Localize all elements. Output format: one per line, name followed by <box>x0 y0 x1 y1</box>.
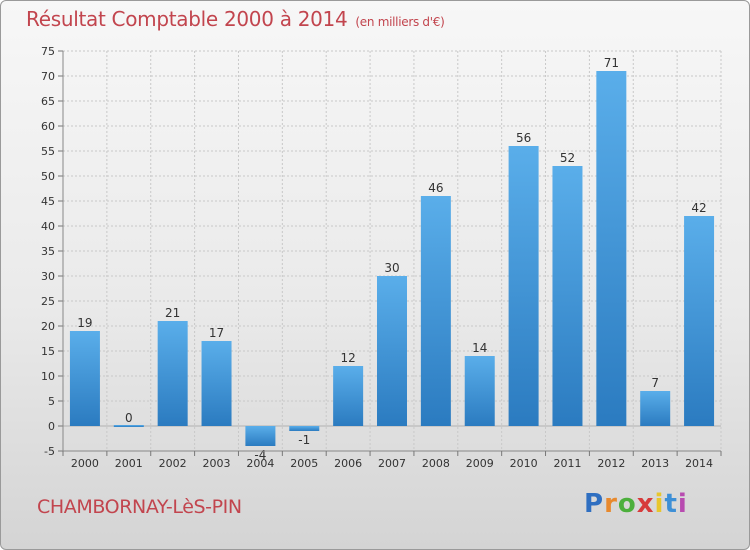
value-label: 0 <box>125 411 133 425</box>
bar-2011 <box>552 166 583 426</box>
x-tick-label: 2010 <box>510 457 538 470</box>
bar-2009 <box>464 356 495 426</box>
x-tick-label: 2000 <box>71 457 99 470</box>
bar-2012 <box>596 71 627 426</box>
y-tick-label: 5 <box>48 395 55 408</box>
chart-title: Résultat Comptable 2000 à 2014 (en millie… <box>26 7 445 31</box>
bar-2003 <box>201 341 232 426</box>
y-tick-label: 50 <box>41 170 55 183</box>
x-tick-label: 2009 <box>466 457 494 470</box>
bar-2013 <box>640 391 671 426</box>
value-label: 17 <box>209 326 224 340</box>
bar-2005 <box>289 426 320 431</box>
value-label: 21 <box>165 306 180 320</box>
y-tick-label: 75 <box>41 45 55 58</box>
x-tick-label: 2005 <box>290 457 318 470</box>
value-label: 52 <box>560 151 575 165</box>
y-tick-label: -5 <box>44 445 55 458</box>
value-labels: 19 0 21 17 -4 -1 12 30 46 14 56 52 71 7 42 <box>77 56 706 462</box>
x-axis: 2000 2001 2002 2003 2004 2005 2006 2007 2008 2009… <box>62 450 722 470</box>
value-label: -4 <box>254 448 266 462</box>
value-label: 19 <box>77 316 92 330</box>
bars <box>69 71 715 446</box>
bar-2007 <box>377 276 407 426</box>
value-label: 7 <box>651 376 659 390</box>
x-tick-label: 2004 <box>246 457 274 470</box>
y-axis: -5 0 5 10 15 20 25 30 35 40 45 50 55 60 65 70 75 <box>41 45 64 458</box>
x-tick-label: 2001 <box>115 457 143 470</box>
y-tick-label: 60 <box>41 120 55 133</box>
value-label: -1 <box>298 433 310 447</box>
commune-name: CHAMBORNAY-LèS-PIN <box>37 496 242 518</box>
y-tick-label: 10 <box>41 370 55 383</box>
y-tick-label: 35 <box>41 245 55 258</box>
x-tick-label: 2011 <box>553 457 581 470</box>
value-label: 30 <box>384 261 399 275</box>
x-tick-label: 2007 <box>378 457 406 470</box>
title-text: Résultat Comptable 2000 à 2014 <box>26 7 348 31</box>
y-tick-label: 55 <box>41 145 55 158</box>
value-label: 56 <box>516 131 531 145</box>
y-tick-label: 45 <box>41 195 55 208</box>
y-tick-label: 40 <box>41 220 55 233</box>
bar-2000 <box>69 331 100 426</box>
y-tick-label: 20 <box>41 320 55 333</box>
x-tick-label: 2014 <box>685 457 713 470</box>
bar-2002 <box>157 321 188 426</box>
value-label: 14 <box>472 341 487 355</box>
x-tick-label: 2012 <box>597 457 625 470</box>
bar-2010 <box>508 146 539 426</box>
title-unit: (en milliers d'€) <box>355 15 445 29</box>
bar-2014 <box>684 216 715 426</box>
bar-2004 <box>245 426 276 446</box>
bar-2006 <box>333 366 364 426</box>
x-tick-label: 2002 <box>159 457 187 470</box>
x-tick-label: 2013 <box>641 457 669 470</box>
y-tick-label: 15 <box>41 345 55 358</box>
proxiti-logo: Proxiti <box>584 489 688 519</box>
y-tick-label: 0 <box>48 420 55 433</box>
y-tick-label: 70 <box>41 70 55 83</box>
value-label: 71 <box>604 56 619 70</box>
x-tick-label: 2008 <box>422 457 450 470</box>
y-tick-label: 65 <box>41 95 55 108</box>
bar-2008 <box>420 196 451 426</box>
y-tick-label: 25 <box>41 295 55 308</box>
x-tick-label: 2006 <box>334 457 362 470</box>
bar-2001 <box>113 425 144 427</box>
value-label: 46 <box>428 181 443 195</box>
y-tick-label: 30 <box>41 270 55 283</box>
x-tick-label: 2003 <box>203 457 231 470</box>
value-label: 42 <box>691 201 706 215</box>
value-label: 12 <box>340 351 355 365</box>
